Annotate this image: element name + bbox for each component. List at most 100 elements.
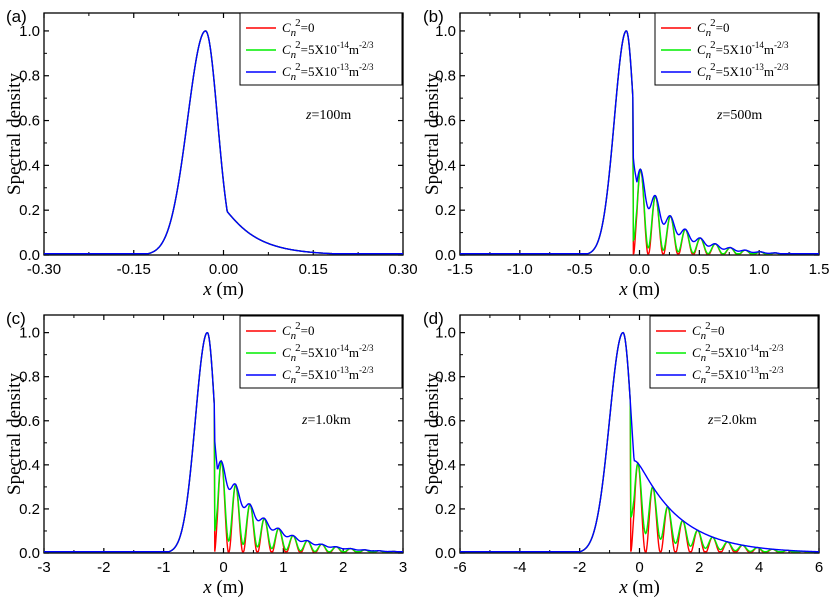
legend-box [239,315,403,389]
panel-label: (b) [423,7,444,26]
legend-var: C [282,64,291,79]
legend-text-main: =5X10 [716,42,752,57]
legend-unit: m [349,367,359,382]
y-tick-label: 0.0 [19,247,40,264]
y-tick-label: 0.8 [19,369,40,386]
y-tick-label: 0.8 [435,369,456,386]
x-tick-label: -0.15 [117,261,151,278]
legend-text-main: =0 [711,323,725,338]
y-tick-label: 0.4 [435,457,456,474]
legend-sup: 2 [710,61,716,73]
x-axis-unit: (m) [628,577,660,598]
legend-sup: 2 [705,342,711,354]
x-tick-label: -6 [453,559,466,576]
x-axis-unit: (m) [212,577,244,598]
legend-sub: n [291,27,297,39]
annotation-text: =1.0km [307,413,350,428]
legend-unit-exp: -2/3 [774,40,789,50]
y-tick-label: 0.0 [435,247,456,264]
x-tick-label: -1.0 [507,261,533,278]
legend-var: C [282,42,291,57]
x-tick-label: -1.5 [447,261,473,278]
y-tick-label: 0.8 [19,68,40,85]
legend-var: C [282,20,291,35]
x-axis-unit: (m) [212,279,244,300]
annotation-var: z [305,108,312,123]
y-tick-label: 0.0 [435,545,456,562]
legend-label: Cn2=5X10-13m-2/3 [282,364,374,386]
legend-exp: -14 [752,40,764,50]
x-tick-label: -3 [37,559,50,576]
x-axis-unit: (m) [628,279,660,300]
x-tick-label: 0.5 [689,261,710,278]
legend-text-main: =5X10 [716,64,752,79]
chart-panel-a: (a) 0.0 0.2 0.4 0.6 0.8 1.0 -0.30 -0.15 0.00 0.15 0… [4,7,418,300]
legend-unit-exp: -2/3 [769,343,784,353]
z-annotation: z=2.0km [707,413,757,428]
legend-sub: n [291,374,297,386]
legend-unit: m [349,42,359,57]
y-tick-label: 0.4 [435,157,456,174]
x-tick-label: 1.0 [749,261,770,278]
legend-var: C [692,345,701,360]
legend-var: C [692,323,701,338]
legend-label: Cn2=5X10-14m-2/3 [282,342,374,364]
legend-unit-exp: -2/3 [774,62,789,72]
legend-box [649,315,819,389]
legend-label: Cn2=5X10-13m-2/3 [282,61,374,83]
legend-sup: 2 [295,320,301,332]
z-annotation: z=500m [716,108,762,123]
x-tick-label: 0.30 [388,261,417,278]
y-tick-label: 0.8 [435,68,456,85]
x-tick-label: 0 [219,559,227,576]
legend-box [239,12,403,86]
x-tick-label: -0.30 [27,261,61,278]
x-axis-title: x (m) [202,577,244,598]
y-axis-title: Spectral density [4,373,25,495]
y-tick-label: 0.4 [19,457,40,474]
chart-panel-b: (b) 0.0 0.2 0.4 0.6 0.8 1.0 -1.5 -1.0 -0.5 0.0 0.5 1… [422,7,829,300]
legend-unit-exp: -2/3 [359,40,374,50]
panel-label: (d) [423,309,444,328]
legend-text-main: =5X10 [301,345,337,360]
y-tick-label: 0.6 [435,113,456,130]
chart-panel-c: (c) 0.0 0.2 0.4 0.6 0.8 1.0 -3 -2 -1 0 1 2 3 x (m) Spec… [4,309,407,598]
legend-sub: n [291,330,297,342]
legend-sub: n [706,27,712,39]
y-tick-label: 0.6 [19,413,40,430]
legend-sup: 2 [705,320,711,332]
chart-panel-d: (d) 0.0 0.2 0.4 0.6 0.8 1.0 -6 -4 -2 0 2 4 6 x (m) Spec… [422,309,823,598]
y-tick-label: 0.2 [435,501,456,518]
legend-text-main: =0 [301,323,315,338]
x-tick-label: 0 [635,559,643,576]
legend-exp: -13 [337,365,349,375]
x-tick-label: 4 [755,559,763,576]
x-tick-label: 0.00 [209,261,238,278]
annotation-var: z [716,108,723,123]
legend-sub: n [291,71,297,83]
legend-var: C [697,20,706,35]
y-axis-title: Spectral density [4,73,25,195]
y-tick-label: 1.0 [19,325,40,342]
legend-sup: 2 [705,364,711,376]
annotation-text: =2.0km [713,413,756,428]
legend-label: Cn2=5X10-13m-2/3 [692,364,784,386]
legend-var: C [282,345,291,360]
y-tick-label: 0.6 [19,113,40,130]
annotation-text: =100m [311,108,351,123]
y-tick-label: 0.2 [19,501,40,518]
legend-sub: n [701,374,707,386]
y-tick-label: 0.2 [435,202,456,219]
legend-unit: m [349,64,359,79]
x-tick-label: -1 [157,559,170,576]
legend-exp: -14 [337,40,349,50]
series-line-3 [460,30,819,255]
y-tick-label: 0.4 [19,157,40,174]
legend-sub: n [291,49,297,61]
y-tick-label: 1.0 [435,23,456,40]
x-tick-label: 2 [695,559,703,576]
legend-unit-exp: -2/3 [359,62,374,72]
